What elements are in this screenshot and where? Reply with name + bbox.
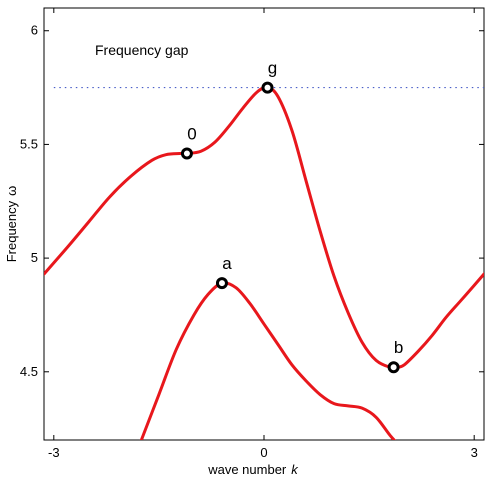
point-label-a: a <box>222 254 232 273</box>
x-axis-variable: k <box>291 462 299 477</box>
dispersion-branch-1 <box>44 85 484 370</box>
point-marker-g <box>261 81 274 94</box>
y-tick-label: 6 <box>31 23 38 38</box>
x-axis-label-text: wave number <box>207 462 287 477</box>
y-tick-label: 4.5 <box>20 364 38 379</box>
point-marker-a <box>215 277 228 290</box>
point-label-0: 0 <box>187 125 196 144</box>
dispersion-branch-2 <box>139 281 397 440</box>
x-tick-label: 3 <box>471 445 478 460</box>
y-tick-label: 5.5 <box>20 136 38 151</box>
x-tick-label: 0 <box>260 445 267 460</box>
y-tick-label: 5 <box>31 250 38 265</box>
point-label-g: g <box>268 59 277 78</box>
y-axis-label: Frequency ω <box>4 186 19 263</box>
y-axis-label-text: Frequency <box>4 200 19 262</box>
x-axis-label: wave number k <box>207 462 299 477</box>
point-label-b: b <box>394 338 403 357</box>
frequency-gap-annotation: Frequency gap <box>95 42 189 58</box>
y-axis-variable: ω <box>4 186 19 196</box>
point-marker-0 <box>180 147 193 160</box>
plot-area <box>43 7 485 441</box>
x-tick-label: -3 <box>48 445 60 460</box>
point-marker-b <box>387 361 400 374</box>
